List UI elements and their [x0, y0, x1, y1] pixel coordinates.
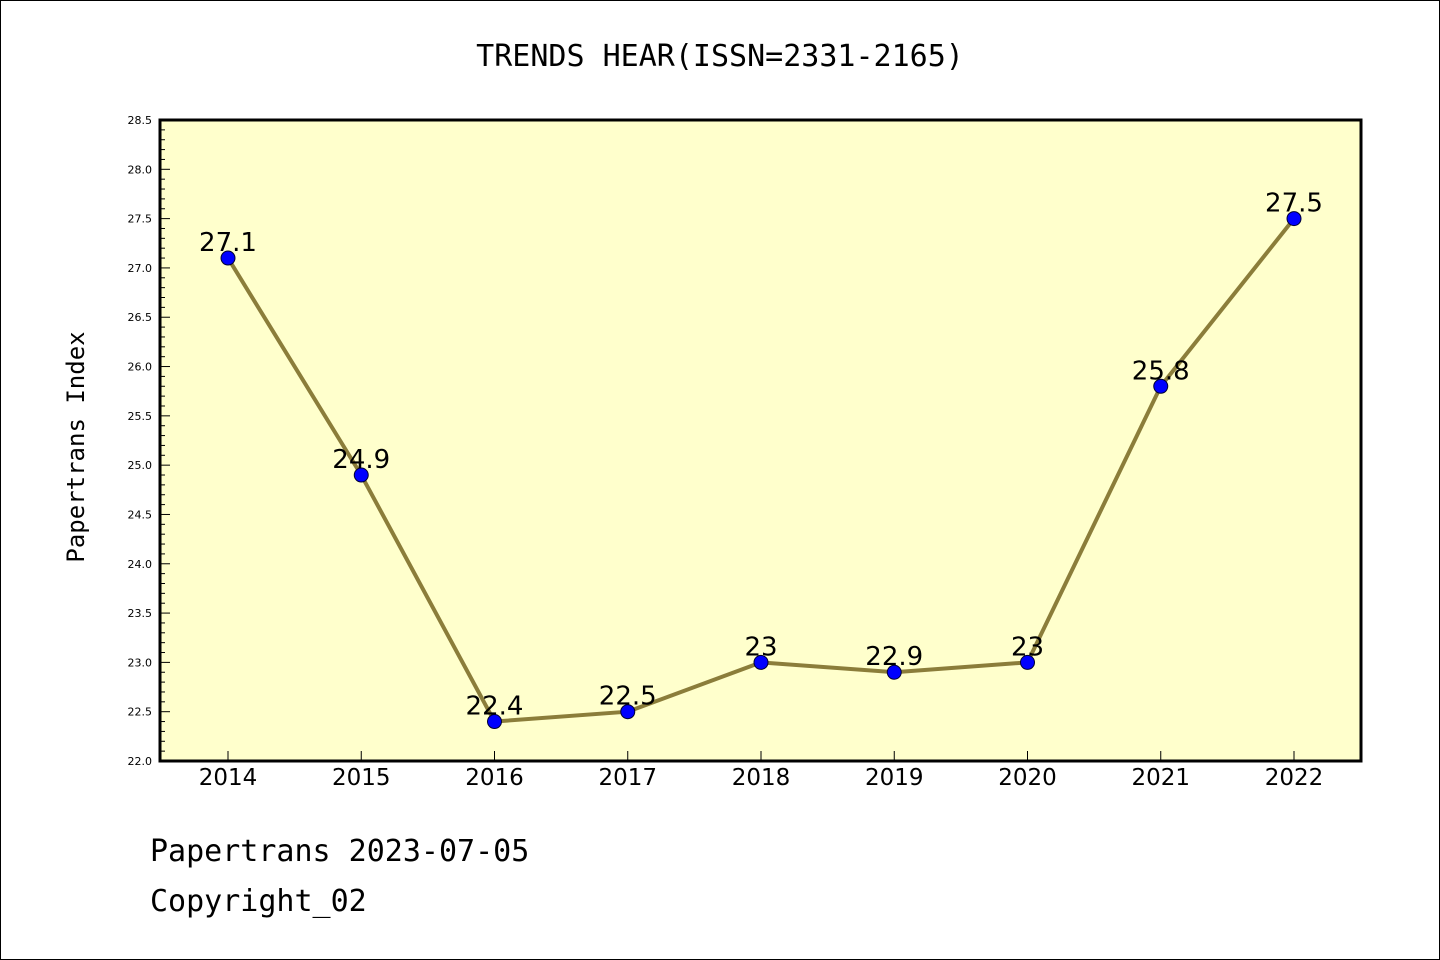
y-tick-label: 22.0 [128, 755, 153, 768]
y-tick-label: 28.5 [128, 114, 153, 127]
data-point [220, 250, 236, 266]
data-label: 23 [744, 632, 777, 662]
x-tick-label: 2015 [332, 765, 391, 791]
data-point [1020, 654, 1035, 670]
data-point [620, 704, 636, 720]
footer-date: Papertrans 2023-07-05 [150, 834, 530, 869]
data-label: 27.1 [199, 228, 257, 258]
y-tick-label: 25.5 [128, 410, 153, 423]
data-label: 22.9 [865, 642, 923, 672]
y-tick-label: 23.5 [128, 607, 153, 620]
y-tick-label: 24.5 [128, 508, 153, 521]
y-tick-labels: 22.0 22.5 23.0 23.5 24.0 24.5 25.0 25.5 26.0 26.5… [128, 114, 153, 768]
chart-title: TRENDS HEAR(ISSN=2331-2165) [476, 39, 964, 74]
y-tick-label: 27.0 [128, 262, 153, 275]
data-label: 22.5 [599, 682, 657, 712]
y-tick-label: 23.0 [128, 656, 153, 669]
x-tick-labels: 2014 2015 2016 2017 2018 2019 2020 2021 2022 [199, 751, 1324, 791]
x-tick-label: 2021 [1131, 765, 1190, 791]
data-label: 23 [1011, 632, 1044, 662]
y-minor-ticks [160, 119, 170, 762]
y-tick-label: 25.0 [128, 459, 153, 472]
x-tick-label: 2020 [998, 765, 1057, 791]
data-markers [220, 211, 1302, 730]
x-tick-label: 2017 [598, 765, 657, 791]
data-point [353, 467, 369, 483]
y-axis-label: Papertrans Index [62, 331, 90, 562]
x-tick-label: 2014 [199, 765, 258, 791]
y-tick-label: 22.5 [128, 706, 153, 719]
x-tick-label: 2018 [732, 765, 791, 791]
x-tick-label: 2019 [865, 765, 924, 791]
data-labels: 27.1 24.9 22.4 22.5 23 22.9 23 25.8 27.5 [199, 189, 1323, 722]
data-label: 22.4 [466, 692, 524, 722]
y-tick-label: 27.5 [128, 213, 153, 226]
y-tick-label: 26.5 [128, 311, 153, 324]
footer-copyright: Copyright_02 [150, 884, 367, 919]
plot-border [158, 118, 1363, 763]
plot-area [160, 120, 1361, 761]
data-point [886, 664, 902, 680]
data-point [753, 654, 769, 670]
y-tick-label: 26.0 [128, 361, 153, 374]
x-tick-label: 2022 [1265, 765, 1324, 791]
y-tick-label: 28.0 [128, 163, 153, 176]
data-point [1286, 211, 1302, 227]
data-label: 27.5 [1265, 189, 1323, 219]
data-point [487, 714, 502, 730]
y-tick-label: 24.0 [128, 558, 153, 571]
data-label: 24.9 [332, 445, 390, 475]
data-label: 25.8 [1132, 356, 1190, 386]
x-tick-label: 2016 [465, 765, 524, 791]
data-point [1153, 378, 1169, 394]
